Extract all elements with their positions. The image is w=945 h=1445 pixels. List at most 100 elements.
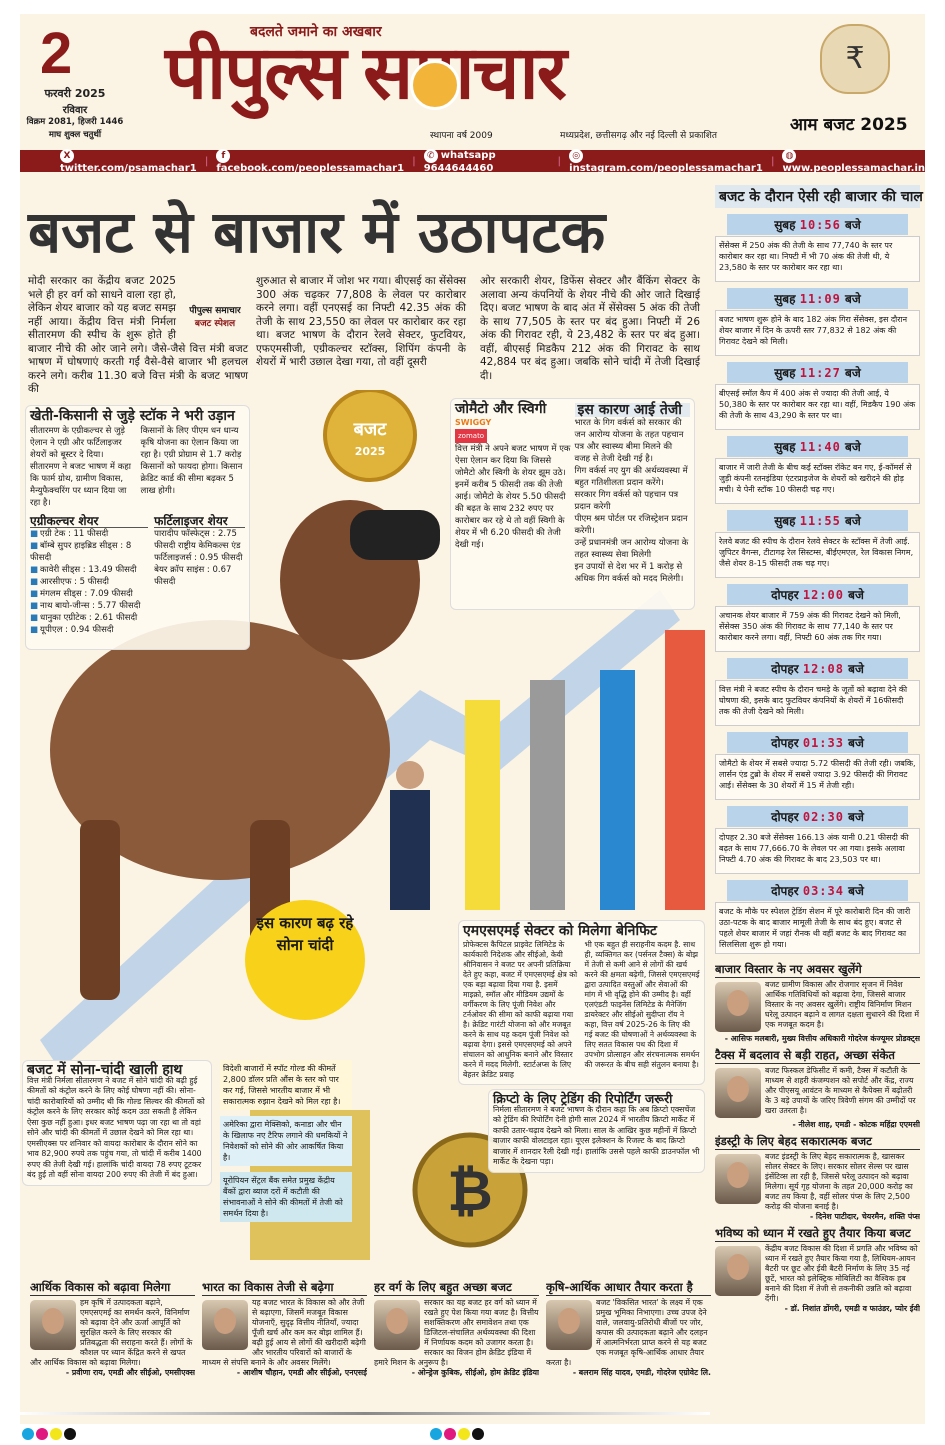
timeline-text: दोपहर 2.30 बजे सेंसेक्स 166.13 अंक यानी … [715, 828, 920, 874]
badge-year: 2025 [355, 445, 386, 458]
quote-author: - आसिफ मलबारी, मुख्य वित्तीय अधिकारी गोद… [724, 1034, 920, 1043]
timeline: सुबह 10:56 बजे सेंसेक्स में 250 अंक की ते… [715, 214, 920, 954]
person-photo [715, 1154, 761, 1204]
timeline-entry: दोपहर 12:00 बजे अचानक शेयर बाजार में 759 … [715, 584, 920, 652]
timeline-time: 11:09 [799, 292, 841, 306]
timeline-time-header: सुबह 11:09 बजे [727, 288, 908, 309]
timeline-time-header: दोपहर 02:30 बजे [727, 806, 908, 827]
timeline-time: 03:34 [802, 884, 844, 898]
timeline-time-header: दोपहर 03:34 बजे [727, 880, 908, 901]
publication-regions: मध्यप्रदेश, छत्तीसगढ़ और नई दिल्ली से प्… [560, 131, 718, 141]
timeline-text: बीएसई स्मॉल कैप में 400 अंक से ज्यादा की… [715, 384, 920, 430]
social-twitter[interactable]: Xtwitter.com/psamachar1 [60, 148, 197, 174]
timeline-text: अचानक शेयर बाजार में 759 अंक की गिरावट द… [715, 606, 920, 652]
timeline-time: 11:55 [799, 514, 841, 528]
person-photo [715, 982, 761, 1032]
quote-author: - डॉ. निशांत डोंगरी, एमडी व फाउंडर, प्यो… [784, 1304, 920, 1313]
zomato-swiggy-box: जोमैटो और स्विगी SWIGGY zomato वित्त मंत… [450, 398, 695, 610]
timeline-time-header: दोपहर 01:33 बजे [727, 732, 908, 753]
sidebar-title: बजट के दौरान ऐसी रही बाजार की चाल [715, 185, 923, 208]
x-icon: X [60, 148, 74, 163]
timeline-entry: सुबह 11:40 बजे बाजार में जारी तेजी के बीच… [715, 436, 920, 504]
zomato-text: वित्त मंत्री ने अपने बजट भाषण में एक ऐसा… [455, 444, 571, 550]
bull-leg [80, 820, 120, 1000]
intro-col-3: ओर सरकारी शेयर, डिफेंस सेक्टर और बैंकिंग… [480, 275, 700, 382]
timeline-time: 12:00 [802, 588, 844, 602]
quote-text: यह बजट भारत के विकास को और तेजी से बढ़ाए… [202, 1298, 366, 1367]
timeline-entry: सुबह 11:55 बजे रेलवे बजट की स्पीच के दौरा… [715, 510, 920, 578]
expert-quote: भारत का विकास तेजी से बढ़ेगा यह बजट भारत … [202, 1280, 367, 1378]
timeline-time-header: दोपहर 12:08 बजे [727, 658, 908, 679]
bitcoin-icon: ₿ [447, 1159, 493, 1224]
vikram-date: विक्रम 2081, हिजरी 1446 [26, 117, 124, 127]
timeline-text: रेलवे बजट की स्पीच के दौरान रेलवे सेक्टर… [715, 532, 920, 578]
timeline-entry: दोपहर 01:33 बजे जोमैटो के शेयर में सबसे ज… [715, 732, 920, 800]
intro-col-1-wrap: पीपुल्स समाचार बजट स्पेशल मोदी सरकार का क… [28, 275, 248, 397]
founded-year: स्थापना वर्ष 2009 [430, 131, 493, 141]
cmyk-magenta-mark [444, 1428, 456, 1440]
person-photo [715, 1068, 761, 1118]
quote-text: बजट 'विकसित भारत' के लक्ष्य में एक प्रमु… [546, 1298, 708, 1367]
timeline-time: 01:33 [802, 736, 844, 750]
quote-author: - ओन्ड्रेज कुबिक, सीईओ, होम क्रेडिट इंडि… [411, 1368, 539, 1377]
money-bag-icon: ₹ [820, 24, 890, 94]
timeline-time: 10:56 [799, 218, 841, 232]
msme-title: एमएसएमई सेक्टर को मिलेगा बेनिफिट [463, 923, 657, 939]
cmyk-yellow-mark [50, 1428, 62, 1440]
timeline-text: बजट भाषण शुरू होने के बाद 182 अंक गिरा स… [715, 310, 920, 356]
date-month: फरवरी 2025 [44, 87, 106, 100]
timeline-entry: दोपहर 03:34 बजे बजट के मौके पर स्पेशल ट्र… [715, 880, 920, 954]
expert-quote: इंडस्ट्री के लिए बेहद सकारात्मक बजट बजट इ… [715, 1134, 920, 1222]
agri-box: खेती-किसानी से जुड़े स्टॉक ने भरी उड़ान … [25, 405, 250, 650]
quote-text: सरकार का यह बजट हर वर्ग को ध्यान में रखत… [374, 1298, 539, 1367]
quote-title: टैक्स में बदलाव से बड़ी राहत, अच्छा संके… [715, 1048, 920, 1064]
social-whatsapp[interactable]: ✆ whatsapp 9644644460 [423, 148, 496, 174]
quote-title: भारत का विकास तेजी से बढ़ेगा [202, 1280, 367, 1296]
expert-quote: टैक्स में बदलाव से बड़ी राहत, अच्छा संके… [715, 1048, 920, 1130]
facebook-icon: f [216, 148, 231, 163]
timeline-time-header: दोपहर 12:00 बजे [727, 584, 908, 605]
intro-col-1: मोदी सरकार का केंद्रीय बजट 2025 भले ही ह… [28, 275, 248, 395]
timeline-text: बजट के मौके पर स्पेशल ट्रेडिंग सेशन में … [715, 902, 920, 954]
cmyk-yellow-mark [458, 1428, 470, 1440]
timeline-entry: सुबह 11:09 बजे बजट भाषण शुरू होने के बाद … [715, 288, 920, 356]
budget-special-stamp: पीपुल्स समाचार बजट स्पेशल [189, 306, 241, 329]
timeline-text: बाजार में जारी तेजी के बीच कई स्टॉक्स रॉ… [715, 458, 920, 504]
agri-shares-list: एग्री टेक : 11 फीसदीबॉम्बे सुपर हाइब्रिड… [30, 528, 148, 636]
quote-title: बाजार विस्तार के नए अवसर खुलेंगे [715, 962, 920, 978]
gold-note-3: यूरोपियन सेंट्रल बैंक समेत प्रमुख केंद्र… [220, 1172, 352, 1222]
gold-text: वित्त मंत्री निर्मला सीतारमण ने बजट में … [27, 1075, 205, 1180]
social-facebook[interactable]: ffacebook.com/peoplessamachar1 [216, 148, 405, 174]
quote-author: - आशीष चौहान, एमडी और सीईओ, एनएसई [236, 1368, 367, 1377]
edition-label: आम बजट 2025 [790, 115, 908, 135]
msme-crypto-column: एमएसएमई सेक्टर को मिलेगा बेनिफिट प्रोफेक… [458, 920, 705, 1173]
market-timeline-sidebar: बजट के दौरान ऐसी रही बाजार की चाल सुबह 1… [715, 185, 923, 1318]
expert-quote: हर वर्ग के लिए बहुत अच्छा बजट सरकार का यह… [374, 1280, 539, 1378]
divider [20, 1412, 710, 1415]
agri-text-2: किसानों के लिए पीएम धन धान्य कृषि योजना … [140, 426, 243, 496]
gold-notes: विदेशी बाजारों में स्पॉट गोल्ड की कीमतें… [220, 1060, 352, 1222]
timeline-time-header: सुबह 11:55 बजे [727, 510, 908, 531]
cmyk-magenta-mark [36, 1428, 48, 1440]
tithi: माघ शुक्ल चतुर्थी [48, 130, 102, 140]
intro-col-2: शुरुआत से बाजार में जोश भर गया। बीएसई का… [256, 275, 466, 368]
person-photo [202, 1300, 248, 1350]
social-instagram[interactable]: ◎instagram.com/peoplessamachar1 [569, 148, 763, 174]
cmyk-black-mark [472, 1428, 484, 1440]
date-day: 2 [40, 21, 73, 86]
timeline-entry: सुबह 10:56 बजे सेंसेक्स में 250 अंक की ते… [715, 214, 920, 282]
gold-note-1: विदेशी बाजारों में स्पॉट गोल्ड की कीमतें… [220, 1060, 352, 1110]
timeline-time-header: सुबह 11:40 बजे [727, 436, 908, 457]
cmyk-black-mark [64, 1428, 76, 1440]
timeline-time-header: सुबह 11:27 बजे [727, 362, 908, 383]
person-photo [715, 1246, 761, 1296]
bull-body [50, 620, 390, 880]
bar-red [665, 630, 705, 910]
quote-title: हर वर्ग के लिए बहुत अच्छा बजट [374, 1280, 539, 1296]
quote-author: - नीलेश शाह, एमडी - कोटक महिंद्रा एएमसी [792, 1120, 920, 1129]
social-website[interactable]: ◍www.peoplessamachar.in [782, 148, 925, 174]
timeline-time: 02:30 [802, 810, 844, 824]
bar-yellow [465, 700, 500, 910]
person-photo [546, 1300, 592, 1350]
agri-title: खेती-किसानी से जुड़े स्टॉक ने भरी उड़ान [30, 408, 235, 424]
